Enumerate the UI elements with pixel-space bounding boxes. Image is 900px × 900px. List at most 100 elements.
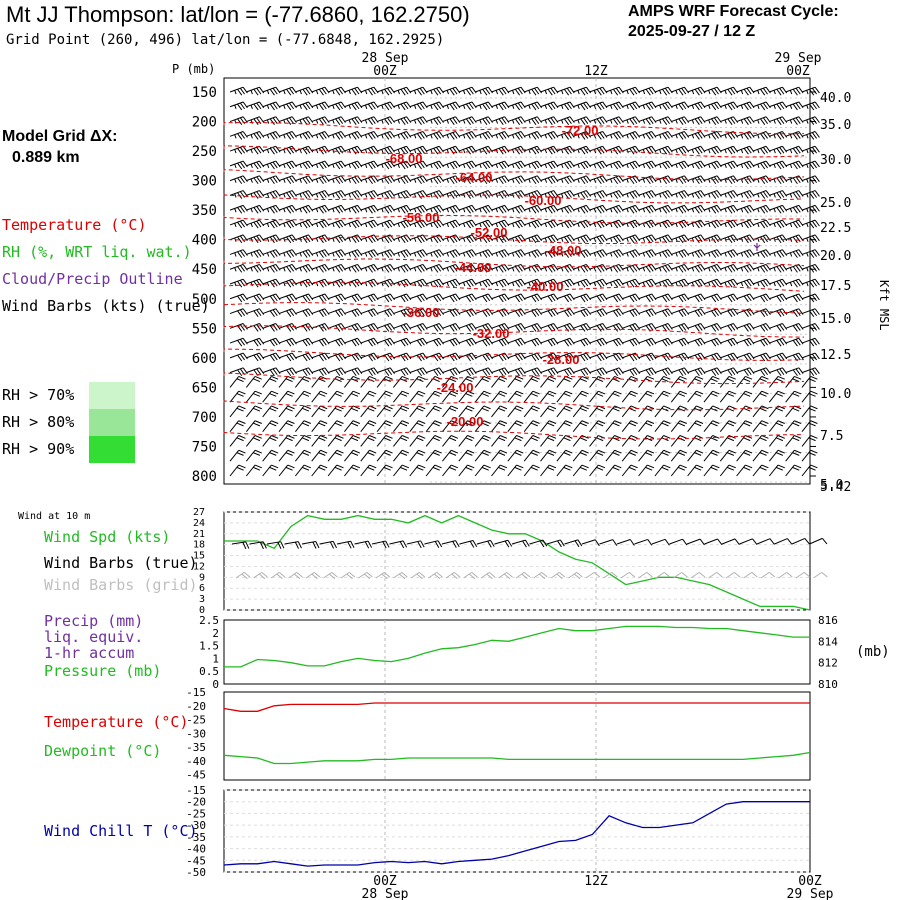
barb-flag xyxy=(727,148,733,155)
barb-half-flag xyxy=(642,267,646,272)
barb-shaft xyxy=(654,175,669,182)
pressure-tick-label: 150 xyxy=(192,85,217,101)
barb-flag xyxy=(645,88,651,96)
wind-barb xyxy=(409,116,428,125)
wind-barb xyxy=(393,160,412,170)
barb-flag xyxy=(269,207,275,214)
wind-barb xyxy=(671,263,690,273)
barb-flag xyxy=(498,192,504,199)
barb-shaft xyxy=(801,435,812,447)
wind-barb xyxy=(278,219,297,229)
barb-shaft xyxy=(474,234,489,241)
barb-shaft xyxy=(295,263,309,270)
barb-flag xyxy=(337,102,344,110)
barb-flag xyxy=(400,325,406,332)
barb-flag xyxy=(678,354,684,362)
barb-flag xyxy=(743,310,749,317)
barb-flag xyxy=(629,207,635,214)
legend-rh: RH (%, WRT liq. wat.) xyxy=(2,243,192,261)
barb-flag xyxy=(612,88,619,96)
barb-shaft xyxy=(736,145,750,152)
wind-barb xyxy=(507,278,526,288)
barb-half-flag xyxy=(675,223,678,228)
wind-barb xyxy=(507,175,526,185)
barb-shaft xyxy=(736,293,750,300)
barb-shaft xyxy=(622,337,636,344)
barb-half-flag xyxy=(528,178,531,183)
barb-shaft xyxy=(360,219,375,226)
barb-half-flag xyxy=(773,282,776,287)
barb-shaft xyxy=(442,204,456,211)
barb-shaft xyxy=(376,420,387,433)
barb-half-flag xyxy=(561,193,564,198)
wind-barb xyxy=(769,249,788,258)
barb-flag xyxy=(727,266,733,273)
barb-flag xyxy=(792,325,798,332)
barb-shaft xyxy=(295,249,309,255)
barb-shaft xyxy=(589,234,603,241)
barb-shaft xyxy=(752,337,767,344)
barb-flag xyxy=(762,161,768,169)
barb-shaft xyxy=(540,190,554,196)
barb-shaft xyxy=(409,86,424,93)
barb-flag xyxy=(776,369,782,377)
barb-flag xyxy=(728,435,736,439)
barb-shaft xyxy=(687,234,701,241)
barb-shaft xyxy=(262,390,272,403)
barb-flag xyxy=(433,354,439,362)
barb-shaft xyxy=(523,101,538,108)
wind-barb xyxy=(474,375,491,388)
wind-barb xyxy=(801,204,820,214)
wind-barb xyxy=(262,249,281,258)
barb-shaft xyxy=(605,249,620,255)
wind-barb xyxy=(474,204,493,214)
barb-half-flag xyxy=(299,178,302,183)
wind-barb xyxy=(654,219,673,229)
barb-flag xyxy=(563,103,570,111)
barb-flag xyxy=(696,405,704,410)
barb-half-flag xyxy=(642,119,646,124)
barb-shaft xyxy=(769,337,783,344)
barb-flag xyxy=(730,87,736,95)
barb-flag xyxy=(288,294,295,302)
barb-flag xyxy=(318,378,326,383)
wind-barb xyxy=(229,420,246,433)
barb-flag xyxy=(370,161,376,169)
barb-shaft xyxy=(605,204,620,211)
barb-shaft xyxy=(768,390,779,403)
wind-barb xyxy=(278,263,297,273)
barb-flag xyxy=(530,393,538,397)
barb-flag xyxy=(419,235,425,243)
barb-shaft xyxy=(622,249,636,255)
wind-barb xyxy=(491,160,510,170)
barb-shaft xyxy=(295,337,309,344)
barb-flag xyxy=(269,378,277,383)
wind-barb xyxy=(752,249,771,258)
pressure-tick-label: 450 xyxy=(192,262,217,278)
barb-shaft xyxy=(720,190,734,196)
barb-flag xyxy=(387,87,393,95)
barb-flag xyxy=(485,294,491,302)
legend-rh70: RH > 70% xyxy=(2,386,75,404)
barb-flag xyxy=(483,449,491,454)
barb-shaft xyxy=(458,249,473,255)
barb-shaft xyxy=(327,308,342,315)
barb-half-flag xyxy=(789,104,793,109)
barb-shaft xyxy=(573,308,587,315)
barb-flag xyxy=(416,192,422,199)
wind-barb xyxy=(523,435,540,447)
barb-flag xyxy=(615,117,621,124)
barb-half-flag xyxy=(283,252,286,257)
barb-half-flag xyxy=(626,282,629,287)
barb-half-flag xyxy=(691,267,695,272)
wind-barb xyxy=(376,435,393,447)
barb-flag xyxy=(795,102,801,110)
barb-shaft xyxy=(474,449,485,462)
wind-barb xyxy=(360,367,379,377)
barb-flag xyxy=(645,266,651,273)
barb-flag xyxy=(351,310,357,317)
barb-shaft xyxy=(327,175,342,182)
barb-flag xyxy=(547,378,555,383)
barb-flag xyxy=(498,407,506,412)
